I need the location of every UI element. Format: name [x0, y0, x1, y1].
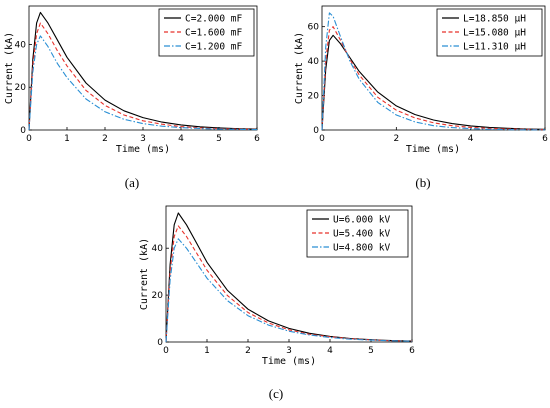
series-line: [321, 26, 546, 131]
y-axis-label: Current (kA): [4, 32, 15, 104]
x-tick-label: 1: [204, 346, 210, 356]
y-tick-label: 20: [308, 92, 320, 102]
legend-box: [436, 8, 543, 57]
x-tick-label: 6: [254, 134, 260, 144]
series-line: [165, 225, 413, 343]
x-tick-label: 3: [286, 346, 292, 356]
y-tick-label: 40: [152, 244, 164, 254]
legend-label: C=2.000 mF: [185, 14, 242, 25]
x-tick-label: 2: [102, 134, 108, 144]
x-tick-label: 5: [368, 346, 374, 356]
series-line: [28, 35, 258, 131]
y-tick-label: 0: [20, 126, 26, 136]
x-tick-label: 0: [319, 134, 325, 144]
x-tick-label: 4: [468, 134, 474, 144]
legend-label: C=1.200 mF: [185, 42, 242, 53]
legend-label: C=1.600 mF: [185, 28, 242, 39]
x-tick-label: 0: [163, 346, 169, 356]
y-tick-label: 40: [15, 40, 27, 50]
legend-box: [158, 8, 255, 57]
x-tick-label: 4: [178, 134, 184, 144]
plot-frame: [321, 5, 546, 131]
y-tick-label: 40: [308, 57, 320, 67]
x-axis-label: Time (ms): [262, 356, 316, 367]
legend-label: U=5.400 kV: [333, 229, 390, 240]
legend-label: L=15.080 μH: [463, 28, 526, 39]
x-axis-label: Time (ms): [116, 144, 170, 155]
chart-panel-c: 0 1 2 3 4 5 6 0 20 40 U=6.000 kV U=5.400 kV U=4.800…: [139, 205, 415, 401]
legend-label: U=4.800 kV: [333, 243, 390, 254]
x-tick-label: 5: [216, 134, 222, 144]
y-tick-label: 0: [157, 338, 163, 348]
y-axis-label: Current (kA): [294, 32, 305, 104]
x-axis-label: Time (ms): [406, 144, 460, 155]
chart-panel-a: 0 1 2 3 4 5 6 0 20 40 C=2.000 mF C=1.600 mF C=1.200…: [4, 5, 260, 190]
x-tick-label: 4: [327, 346, 333, 356]
series-line: [28, 11, 258, 131]
x-tick-label: 6: [542, 134, 548, 144]
caption: (c): [269, 386, 283, 401]
legend-box: [306, 209, 409, 258]
series-line: [321, 34, 546, 131]
series-line: [165, 212, 413, 343]
legend-label: L=18.850 μH: [463, 14, 526, 25]
y-tick-label: 0: [313, 126, 319, 136]
series-line: [165, 238, 413, 343]
legend-label: U=6.000 kV: [333, 215, 390, 226]
legend-label: L=11.310 μH: [463, 42, 526, 53]
y-axis-label: Current (kA): [139, 238, 150, 310]
y-tick-label: 60: [308, 23, 320, 33]
x-tick-label: 0: [26, 134, 32, 144]
y-tick-label: 20: [152, 291, 164, 301]
x-tick-label: 6: [409, 346, 415, 356]
x-tick-label: 2: [393, 134, 399, 144]
y-tick-label: 20: [15, 83, 27, 93]
caption: (b): [415, 175, 430, 190]
x-tick-label: 2: [245, 346, 251, 356]
caption: (a): [125, 175, 139, 190]
x-tick-label: 3: [140, 134, 146, 144]
x-tick-label: 1: [64, 134, 70, 144]
series-line: [321, 12, 545, 131]
